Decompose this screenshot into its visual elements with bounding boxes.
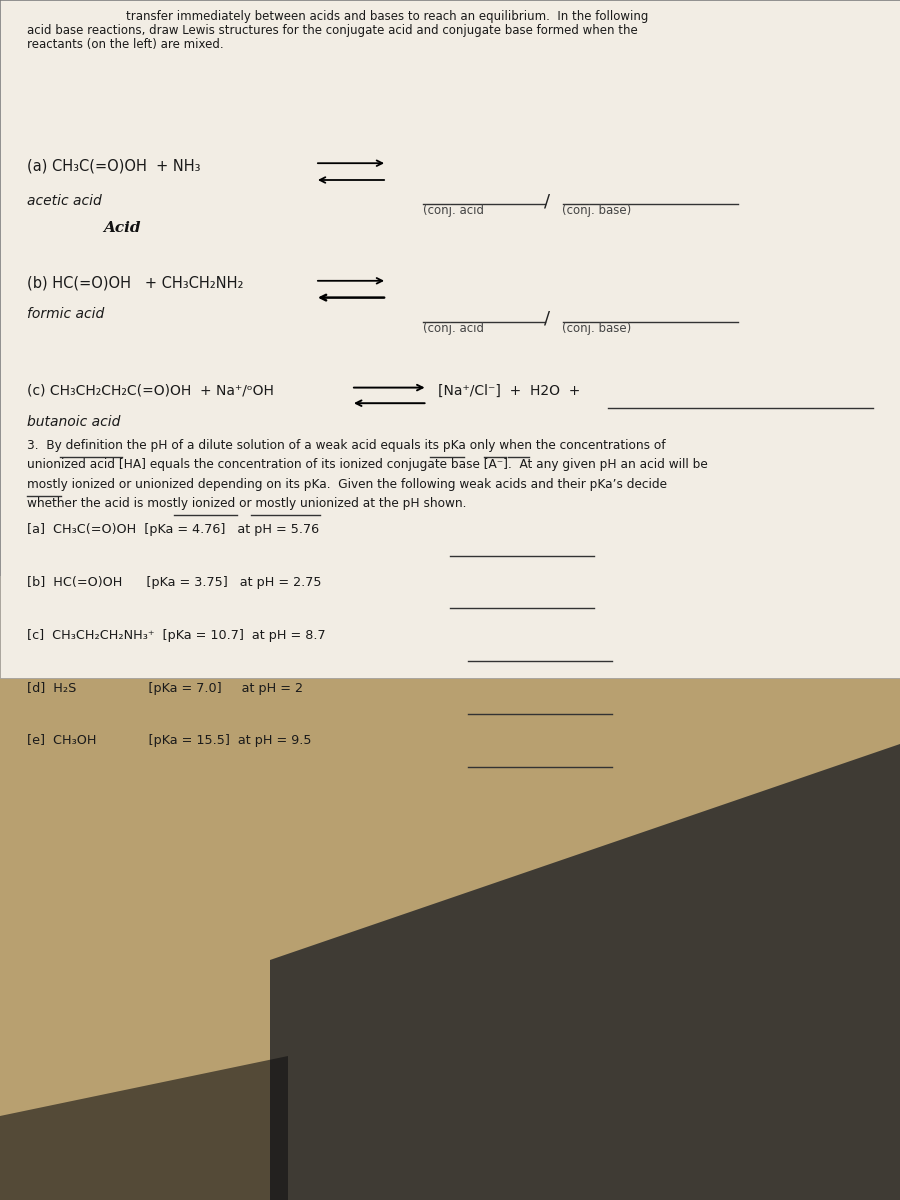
Text: formic acid: formic acid <box>27 307 104 322</box>
Text: butanoic acid: butanoic acid <box>27 415 121 430</box>
Text: [Na⁺/Cl⁻]  +  H2O  +: [Na⁺/Cl⁻] + H2O + <box>438 384 580 398</box>
Text: acid base reactions, draw Lewis structures for the conjugate acid and conjugate : acid base reactions, draw Lewis structur… <box>27 24 638 37</box>
Text: (a) CH₃C(=O)OH  + NH₃: (a) CH₃C(=O)OH + NH₃ <box>27 158 201 174</box>
Text: (conj. acid: (conj. acid <box>423 322 484 335</box>
Text: [d]  H₂S                  [pKa = 7.0]     at pH = 2: [d] H₂S [pKa = 7.0] at pH = 2 <box>27 682 303 695</box>
Text: (conj. base): (conj. base) <box>562 204 632 217</box>
Text: /: / <box>544 310 551 328</box>
Text: [b]  HC(=O)OH      [pKa = 3.75]   at pH = 2.75: [b] HC(=O)OH [pKa = 3.75] at pH = 2.75 <box>27 576 321 589</box>
Text: 3.  By definition the pH of a dilute solution of a weak acid equals its pKa only: 3. By definition the pH of a dilute solu… <box>27 439 666 452</box>
Text: /: / <box>544 192 551 210</box>
Text: (conj. acid: (conj. acid <box>423 204 484 217</box>
Text: acetic acid: acetic acid <box>27 194 102 209</box>
Text: [a]  CH₃C(=O)OH  [pKa = 4.76]   at pH = 5.76: [a] CH₃C(=O)OH [pKa = 4.76] at pH = 5.76 <box>27 523 319 536</box>
Text: (c) CH₃CH₂CH₂C(=O)OH  + Na⁺/ᵒOH: (c) CH₃CH₂CH₂C(=O)OH + Na⁺/ᵒOH <box>27 384 274 398</box>
Text: (conj. base): (conj. base) <box>562 322 632 335</box>
Polygon shape <box>0 1056 288 1200</box>
Bar <box>0 576 900 1200</box>
Text: [e]  CH₃OH             [pKa = 15.5]  at pH = 9.5: [e] CH₃OH [pKa = 15.5] at pH = 9.5 <box>27 734 311 748</box>
Text: transfer immediately between acids and bases to reach an equilibrium.  In the fo: transfer immediately between acids and b… <box>126 10 648 23</box>
Text: (b) HC(=O)OH   + CH₃CH₂NH₂: (b) HC(=O)OH + CH₃CH₂NH₂ <box>27 276 244 290</box>
Polygon shape <box>270 744 900 1200</box>
Text: whether the acid is mostly ionized or mostly unionized at the pH shown.: whether the acid is mostly ionized or mo… <box>27 497 466 510</box>
Text: unionized acid [HA] equals the concentration of its ionized conjugate base [A⁻].: unionized acid [HA] equals the concentra… <box>27 458 707 472</box>
Text: reactants (on the left) are mixed.: reactants (on the left) are mixed. <box>27 38 223 52</box>
Text: Acid: Acid <box>104 221 141 235</box>
FancyBboxPatch shape <box>0 0 900 678</box>
Text: [c]  CH₃CH₂CH₂NH₃⁺  [pKa = 10.7]  at pH = 8.7: [c] CH₃CH₂CH₂NH₃⁺ [pKa = 10.7] at pH = 8… <box>27 629 326 642</box>
Text: mostly ionized or unionized depending on its pKa.  Given the following weak acid: mostly ionized or unionized depending on… <box>27 478 667 491</box>
